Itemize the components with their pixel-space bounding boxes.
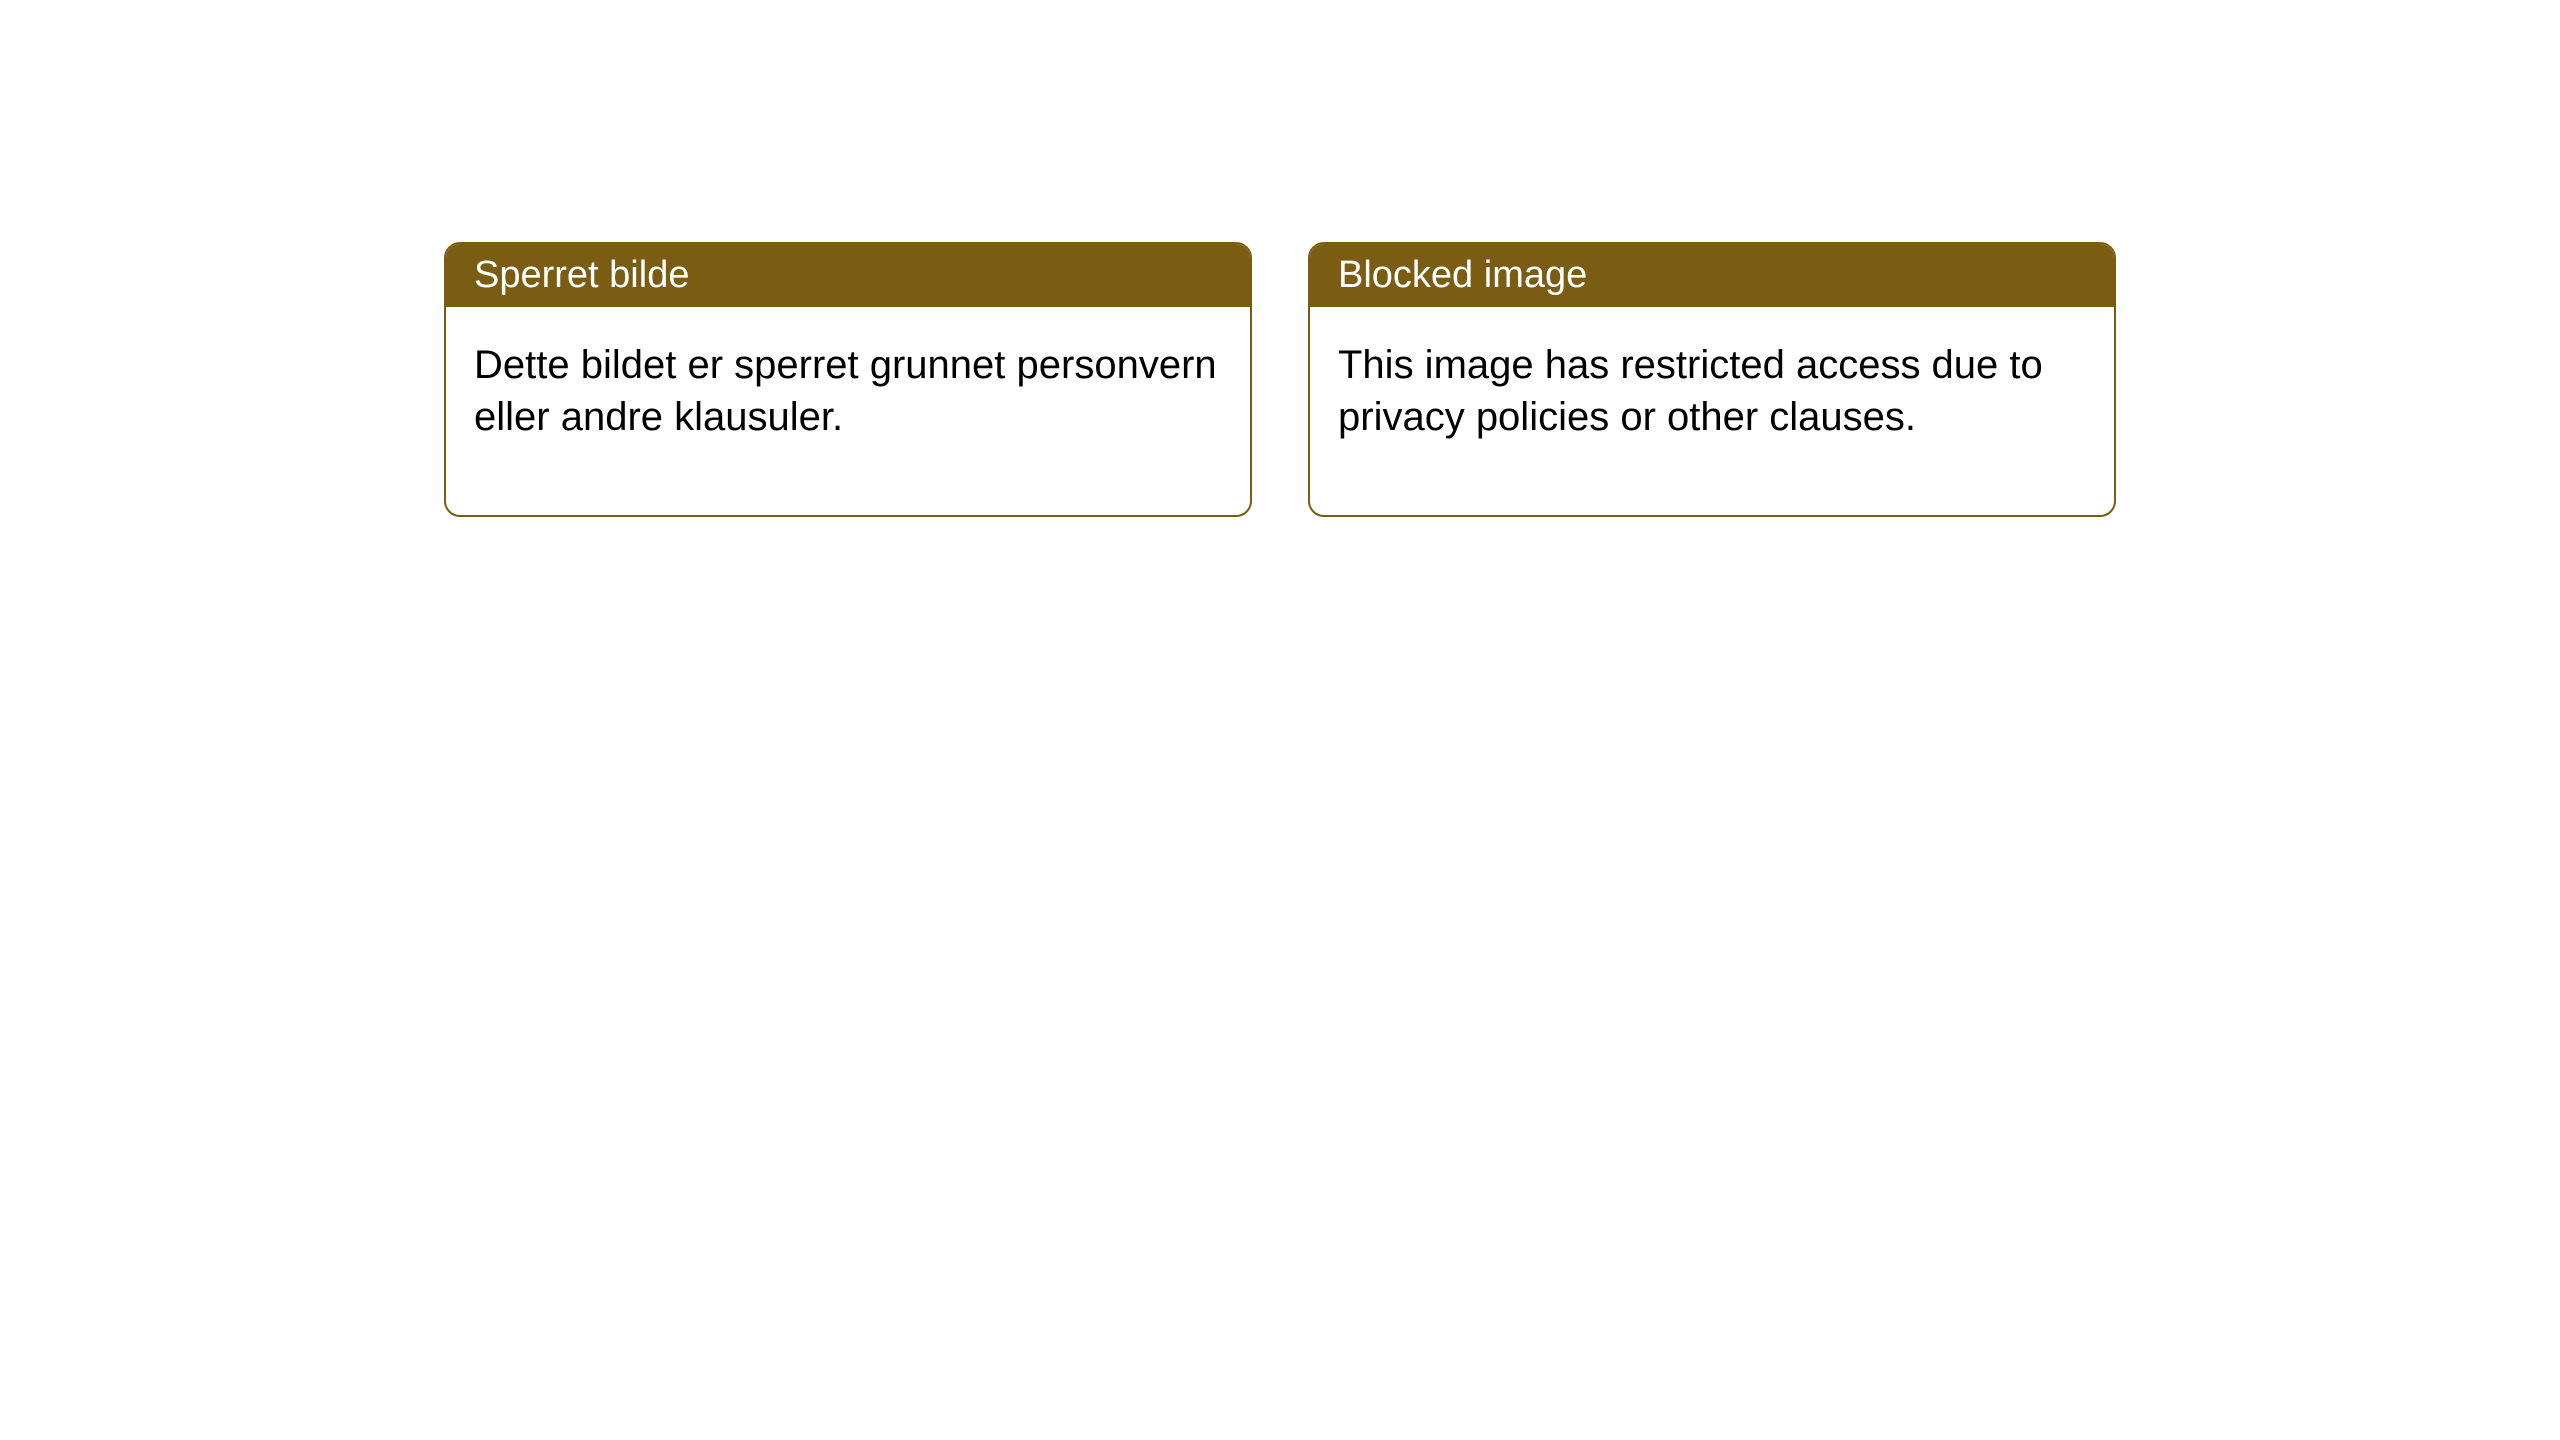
notice-header: Blocked image (1310, 244, 2114, 307)
notice-body: Dette bildet er sperret grunnet personve… (446, 307, 1250, 515)
notice-card-english: Blocked image This image has restricted … (1308, 242, 2116, 517)
notice-card-norwegian: Sperret bilde Dette bildet er sperret gr… (444, 242, 1252, 517)
notice-container: Sperret bilde Dette bildet er sperret gr… (444, 242, 2116, 517)
notice-title: Blocked image (1338, 254, 1587, 296)
notice-header: Sperret bilde (446, 244, 1250, 307)
notice-message: Dette bildet er sperret grunnet personve… (474, 343, 1217, 439)
notice-title: Sperret bilde (474, 254, 689, 296)
notice-body: This image has restricted access due to … (1310, 307, 2114, 515)
notice-message: This image has restricted access due to … (1338, 343, 2043, 439)
